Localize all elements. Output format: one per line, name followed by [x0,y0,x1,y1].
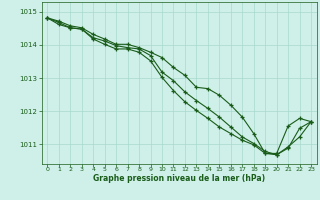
X-axis label: Graphe pression niveau de la mer (hPa): Graphe pression niveau de la mer (hPa) [93,174,265,183]
